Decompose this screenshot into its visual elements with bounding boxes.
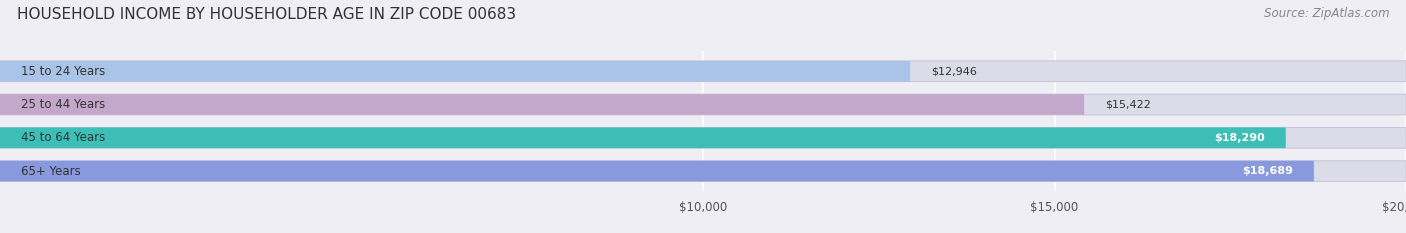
Text: 15 to 24 Years: 15 to 24 Years [21, 65, 105, 78]
Text: $15,422: $15,422 [1105, 99, 1152, 110]
Text: $18,290: $18,290 [1213, 133, 1265, 143]
Text: 65+ Years: 65+ Years [21, 164, 80, 178]
FancyBboxPatch shape [0, 127, 1286, 148]
FancyBboxPatch shape [0, 161, 1313, 182]
Text: $12,946: $12,946 [931, 66, 977, 76]
FancyBboxPatch shape [0, 161, 1406, 182]
Text: HOUSEHOLD INCOME BY HOUSEHOLDER AGE IN ZIP CODE 00683: HOUSEHOLD INCOME BY HOUSEHOLDER AGE IN Z… [17, 7, 516, 22]
FancyBboxPatch shape [0, 61, 1406, 82]
FancyBboxPatch shape [0, 94, 1084, 115]
Text: Source: ZipAtlas.com: Source: ZipAtlas.com [1264, 7, 1389, 20]
Text: 45 to 64 Years: 45 to 64 Years [21, 131, 105, 144]
FancyBboxPatch shape [0, 61, 910, 82]
Text: $18,689: $18,689 [1241, 166, 1292, 176]
FancyBboxPatch shape [0, 94, 1406, 115]
FancyBboxPatch shape [0, 127, 1406, 148]
Text: 25 to 44 Years: 25 to 44 Years [21, 98, 105, 111]
